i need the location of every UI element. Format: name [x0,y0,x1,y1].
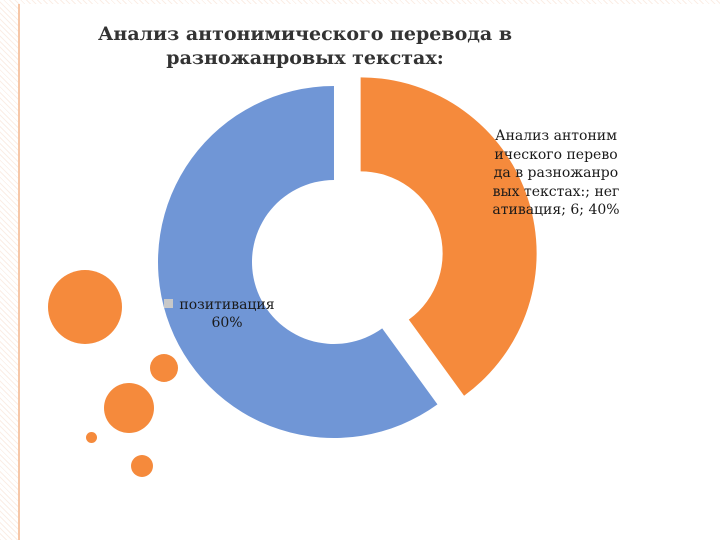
decor-circle-small-top [150,354,178,382]
label-negative-text: Анализ антонимического перевода в разнож… [492,128,620,218]
decor-circle-small-bottom [131,455,153,477]
slice-positive [158,86,438,438]
left-accent-line [18,4,20,540]
slice-negative [360,77,537,396]
label-positive-text: позитивация 60% [179,297,275,331]
chart-title: Анализ антонимического перевода в разнож… [97,23,513,69]
label-negative: Анализ антонимического перевода в разнож… [492,127,620,220]
legend-key-positive [164,299,173,308]
decor-circle-medium [104,383,154,433]
decor-circle-tiny [86,432,97,443]
label-positive: позитивация 60% [166,296,288,332]
decor-circle-large [48,270,122,344]
